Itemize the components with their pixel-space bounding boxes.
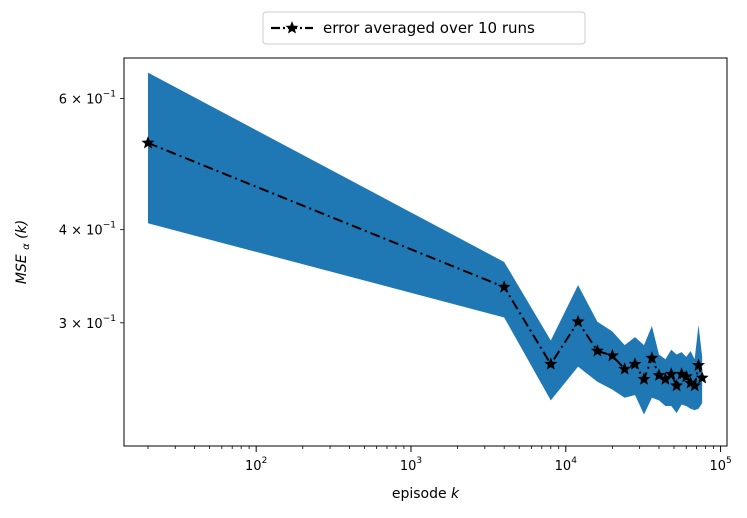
error-band (147, 72, 703, 415)
series-markers (141, 136, 709, 392)
data-point (652, 368, 666, 381)
data-point (618, 362, 632, 375)
x-tick-label: 104 (555, 456, 578, 474)
y-axis-label-text: MSE (14, 254, 30, 284)
data-point (497, 280, 511, 293)
y-tick-label: 6 × 10−1 (59, 90, 116, 108)
legend-star-marker (285, 21, 299, 34)
x-axis-ticks: 102 103 104 105 (147, 446, 732, 474)
x-tick-label: 103 (400, 456, 422, 474)
y-axis-label-sub: α (21, 243, 32, 250)
x-axis-label-var: k (451, 486, 460, 502)
data-point (692, 358, 705, 371)
data-point (571, 314, 585, 328)
x-tick-label: 102 (245, 456, 267, 474)
legend-marker (285, 21, 299, 34)
data-point (605, 348, 619, 362)
data-point (544, 357, 558, 370)
y-axis-ticks: 3 × 10−1 4 × 10−1 6 × 10−1 (59, 90, 124, 332)
series-line (147, 142, 704, 389)
legend-entry-label: error averaged over 10 runs (323, 19, 535, 37)
y-axis-label: MSE α (k) (14, 220, 33, 284)
y-tick-label: 4 × 10−1 (59, 221, 116, 239)
x-tick-label: 105 (709, 456, 731, 474)
legend-box (262, 11, 586, 45)
data-point (688, 378, 702, 392)
data-point (590, 344, 604, 357)
data-point (679, 369, 693, 383)
legend: error averaged over 10 runs (262, 11, 586, 45)
data-point (637, 372, 651, 385)
data-point (670, 378, 684, 392)
data-point (628, 357, 642, 370)
data-point (141, 136, 155, 149)
x-axis-label-text: episode (392, 486, 447, 502)
x-axis-label: episode k (392, 486, 460, 502)
plot-area (141, 72, 709, 415)
axes-frame (123, 57, 728, 447)
y-axis-label-arg: (k) (14, 220, 30, 239)
data-point (645, 351, 659, 364)
y-tick-label: 3 × 10−1 (59, 314, 116, 332)
data-point (695, 371, 709, 384)
